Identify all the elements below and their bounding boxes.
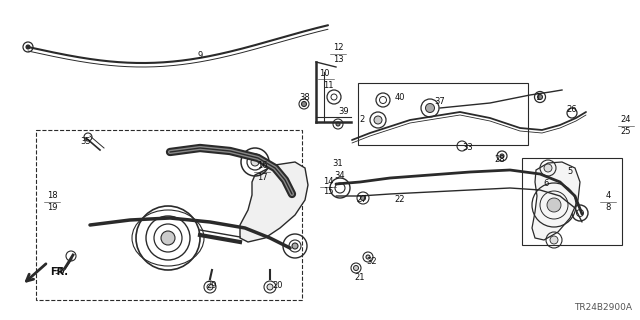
Text: 6: 6 <box>543 180 548 188</box>
Circle shape <box>500 154 504 158</box>
Text: 9: 9 <box>197 51 203 60</box>
Circle shape <box>301 101 307 107</box>
Circle shape <box>251 158 259 166</box>
Text: 29: 29 <box>207 281 217 290</box>
Circle shape <box>360 196 365 201</box>
Text: 31: 31 <box>333 159 343 169</box>
Circle shape <box>26 45 30 49</box>
Text: 20: 20 <box>273 281 284 290</box>
Circle shape <box>353 266 358 270</box>
Text: 39: 39 <box>339 107 349 116</box>
Circle shape <box>426 103 435 113</box>
Text: 12: 12 <box>333 44 343 52</box>
Text: 37: 37 <box>435 98 445 107</box>
Text: 32: 32 <box>367 257 378 266</box>
Text: 24: 24 <box>621 116 631 124</box>
Circle shape <box>550 236 558 244</box>
Text: 35: 35 <box>81 138 92 147</box>
Polygon shape <box>240 162 308 242</box>
Text: 33: 33 <box>463 143 474 153</box>
Circle shape <box>544 164 552 172</box>
Circle shape <box>374 116 382 124</box>
Text: 19: 19 <box>47 203 57 212</box>
Circle shape <box>366 255 370 259</box>
Text: 38: 38 <box>300 92 310 101</box>
Text: 40: 40 <box>395 92 405 101</box>
Text: 2: 2 <box>360 116 365 124</box>
Polygon shape <box>532 162 580 240</box>
Text: 27: 27 <box>356 196 367 204</box>
Bar <box>36 130 302 300</box>
Text: 26: 26 <box>566 106 577 115</box>
Text: 28: 28 <box>495 156 506 164</box>
Text: 13: 13 <box>333 54 343 63</box>
Ellipse shape <box>547 198 561 212</box>
Text: 11: 11 <box>323 82 333 91</box>
Text: 16: 16 <box>257 162 268 171</box>
Text: 15: 15 <box>323 188 333 196</box>
Text: 14: 14 <box>323 177 333 186</box>
Text: 10: 10 <box>319 68 329 77</box>
Text: 34: 34 <box>335 171 346 180</box>
Text: 22: 22 <box>395 196 405 204</box>
Circle shape <box>292 243 298 249</box>
Text: 30: 30 <box>54 267 65 276</box>
Circle shape <box>207 284 213 290</box>
Circle shape <box>336 122 340 126</box>
Text: 21: 21 <box>355 274 365 283</box>
Text: 5: 5 <box>568 166 573 175</box>
Text: 8: 8 <box>605 203 611 212</box>
Text: 1: 1 <box>536 93 541 102</box>
Text: 18: 18 <box>47 191 58 201</box>
Bar <box>358 83 528 145</box>
Bar <box>522 158 622 245</box>
Circle shape <box>538 94 543 100</box>
Text: 4: 4 <box>605 191 611 201</box>
Circle shape <box>267 284 273 290</box>
Text: TR24B2900A: TR24B2900A <box>574 303 632 312</box>
Text: 25: 25 <box>621 126 631 135</box>
Ellipse shape <box>161 231 175 245</box>
Text: FR.: FR. <box>50 267 68 277</box>
Text: 17: 17 <box>257 172 268 181</box>
